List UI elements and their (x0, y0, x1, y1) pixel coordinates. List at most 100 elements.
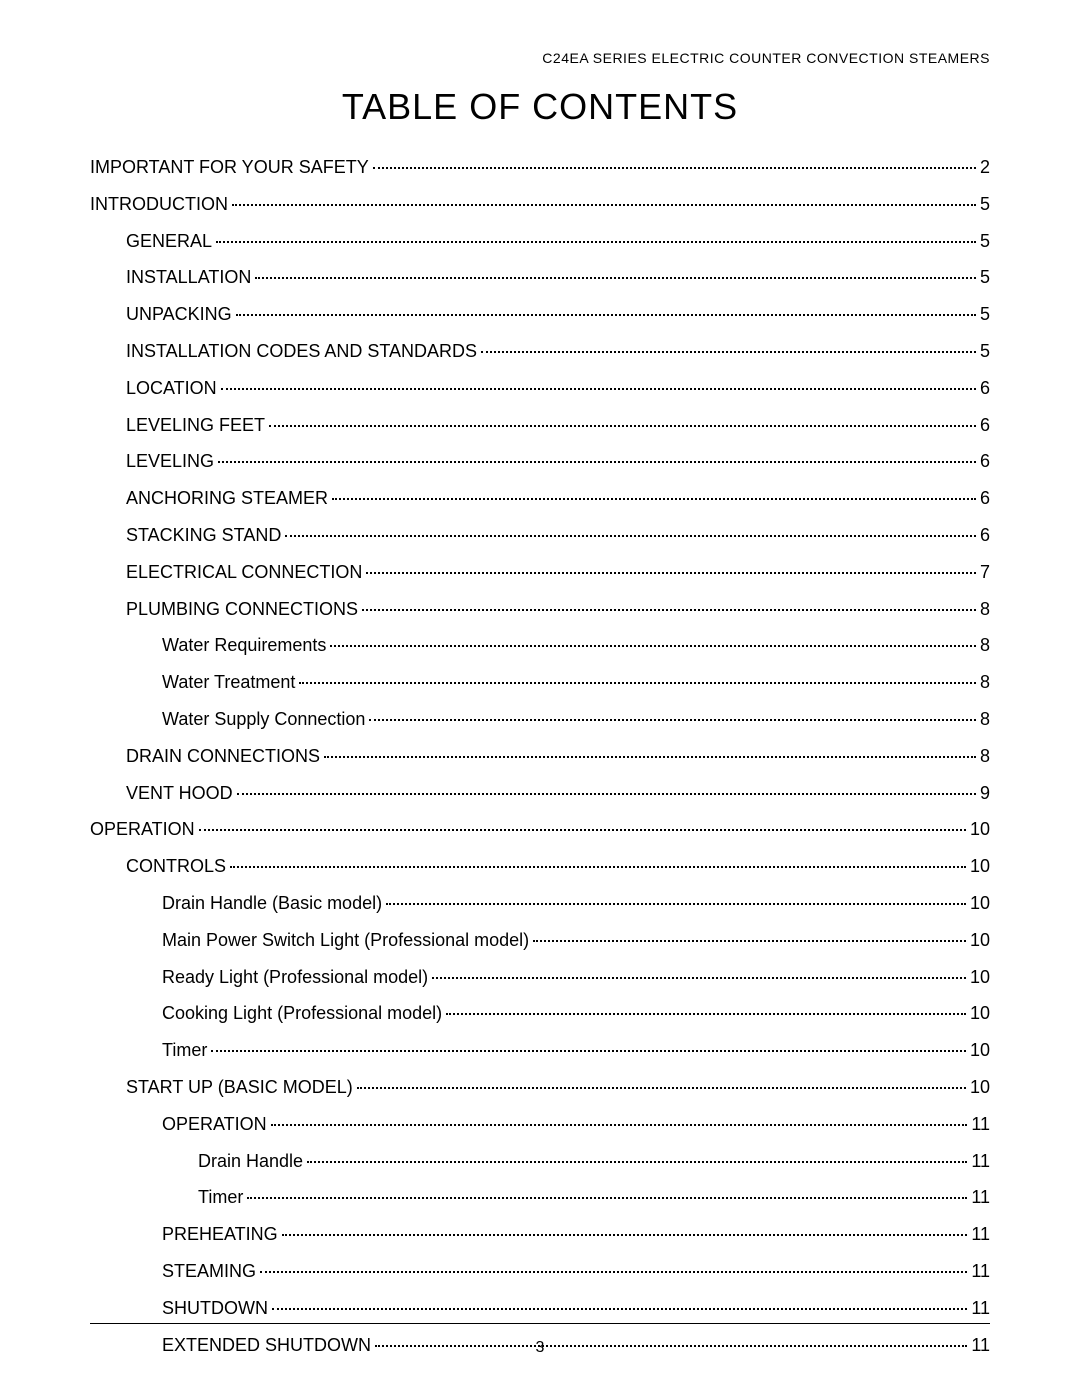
toc-entry-page: 10 (970, 815, 990, 844)
toc-entry: ANCHORING STEAMER 6 (90, 484, 990, 513)
toc-leader-dots (324, 756, 976, 758)
toc-entry-label: Water Treatment (162, 668, 295, 697)
toc-entry: LEVELING FEET6 (90, 411, 990, 440)
toc-entry-label: Timer (198, 1183, 243, 1212)
toc-entry-page: 6 (980, 484, 990, 513)
page-title: TABLE OF CONTENTS (90, 86, 990, 128)
toc-entry-label: INTRODUCTION (90, 190, 228, 219)
toc-leader-dots (330, 645, 976, 647)
toc-entry-label: Ready Light (Professional model) (162, 963, 428, 992)
toc-entry-label: PLUMBING CONNECTIONS (126, 595, 358, 624)
toc-leader-dots (357, 1087, 966, 1089)
toc-leader-dots (216, 241, 976, 243)
toc-entry: GENERAL5 (90, 227, 990, 256)
toc-entry: Drain Handle (Basic model) 10 (90, 889, 990, 918)
toc-entry-page: 11 (971, 1147, 990, 1176)
toc-entry-label: LOCATION (126, 374, 217, 403)
toc-entry: Water Treatment8 (90, 668, 990, 697)
toc-leader-dots (307, 1161, 967, 1163)
toc-leader-dots (299, 682, 976, 684)
toc-entry-page: 11 (971, 1220, 990, 1249)
toc-entry-page: 5 (980, 190, 990, 219)
toc-leader-dots (366, 572, 976, 574)
toc-entry-label: Water Supply Connection (162, 705, 365, 734)
toc-entry: DRAIN CONNECTIONS8 (90, 742, 990, 771)
toc-leader-dots (218, 461, 976, 463)
toc-entry-label: Water Requirements (162, 631, 326, 660)
toc-entry: Timer 11 (90, 1183, 990, 1212)
toc-entry-page: 5 (980, 263, 990, 292)
toc-leader-dots (199, 829, 966, 831)
toc-entry: Timer 10 (90, 1036, 990, 1065)
toc-entry: LEVELING 6 (90, 447, 990, 476)
toc-entry-label: START UP (BASIC MODEL) (126, 1073, 353, 1102)
toc-entry-label: Timer (162, 1036, 207, 1065)
toc-entry-page: 10 (970, 963, 990, 992)
toc-entry-page: 10 (970, 999, 990, 1028)
toc-entry-label: LEVELING (126, 447, 214, 476)
toc-leader-dots (533, 940, 966, 942)
toc-entry-label: UNPACKING (126, 300, 232, 329)
toc-entry-page: 10 (970, 1036, 990, 1065)
toc-entry: CONTROLS 10 (90, 852, 990, 881)
toc-entry: Ready Light (Professional model) 10 (90, 963, 990, 992)
toc-entry-page: 9 (980, 779, 990, 808)
toc-leader-dots (332, 498, 976, 500)
page-footer: 3 (90, 1323, 990, 1357)
toc-leader-dots (362, 609, 976, 611)
toc-leader-dots (230, 866, 966, 868)
toc-entry: INTRODUCTION 5 (90, 190, 990, 219)
toc-entry-label: INSTALLATION CODES AND STANDARDS (126, 337, 477, 366)
toc-leader-dots (285, 535, 976, 537)
toc-leader-dots (386, 903, 966, 905)
footer-rule (90, 1323, 990, 1324)
toc-entry-page: 6 (980, 447, 990, 476)
toc-entry-label: CONTROLS (126, 852, 226, 881)
toc-leader-dots (236, 314, 976, 316)
toc-leader-dots (432, 977, 966, 979)
toc-entry-label: OPERATION (162, 1110, 267, 1139)
toc-entry-label: Drain Handle (Basic model) (162, 889, 382, 918)
toc-entry: INSTALLATION 5 (90, 263, 990, 292)
toc-entry-label: Main Power Switch Light (Professional mo… (162, 926, 529, 955)
toc-entry: ELECTRICAL CONNECTION7 (90, 558, 990, 587)
toc-entry-label: SHUTDOWN (162, 1294, 268, 1323)
toc-entry: Cooking Light (Professional model)10 (90, 999, 990, 1028)
toc-entry: OPERATION 11 (90, 1110, 990, 1139)
toc-entry: Main Power Switch Light (Professional mo… (90, 926, 990, 955)
toc-entry-page: 5 (980, 337, 990, 366)
toc-entry: START UP (BASIC MODEL) 10 (90, 1073, 990, 1102)
toc-entry-page: 11 (971, 1294, 990, 1323)
toc-entry: Drain Handle 11 (90, 1147, 990, 1176)
toc-entry-page: 10 (970, 889, 990, 918)
toc-leader-dots (211, 1050, 966, 1052)
toc-entry-label: STACKING STAND (126, 521, 281, 550)
toc-entry: Water Supply Connection8 (90, 705, 990, 734)
toc-entry-page: 2 (980, 153, 990, 182)
toc-leader-dots (373, 167, 976, 169)
toc-leader-dots (255, 277, 976, 279)
toc-entry-page: 8 (980, 631, 990, 660)
toc-entry-page: 10 (970, 1073, 990, 1102)
toc-leader-dots (272, 1308, 967, 1310)
toc-entry-label: Drain Handle (198, 1147, 303, 1176)
toc-leader-dots (269, 425, 976, 427)
toc-entry-label: ANCHORING STEAMER (126, 484, 328, 513)
toc-entry: VENT HOOD9 (90, 779, 990, 808)
toc-entry: SHUTDOWN 11 (90, 1294, 990, 1323)
toc-entry-page: 11 (971, 1110, 990, 1139)
toc-entry-label: OPERATION (90, 815, 195, 844)
toc-entry: STEAMING11 (90, 1257, 990, 1286)
toc-entry: IMPORTANT FOR YOUR SAFETY 2 (90, 153, 990, 182)
toc-entry-page: 11 (971, 1183, 990, 1212)
toc-entry-page: 7 (980, 558, 990, 587)
toc-entry-label: IMPORTANT FOR YOUR SAFETY (90, 153, 369, 182)
toc-leader-dots (369, 719, 976, 721)
table-of-contents: IMPORTANT FOR YOUR SAFETY 2 INTRODUCTION 5 G… (90, 153, 990, 1359)
toc-entry-label: INSTALLATION (126, 263, 251, 292)
toc-entry-page: 10 (970, 852, 990, 881)
toc-leader-dots (221, 388, 976, 390)
toc-entry-page: 8 (980, 742, 990, 771)
document-header: C24EA SERIES ELECTRIC COUNTER CONVECTION… (90, 50, 990, 66)
toc-entry-page: 8 (980, 595, 990, 624)
